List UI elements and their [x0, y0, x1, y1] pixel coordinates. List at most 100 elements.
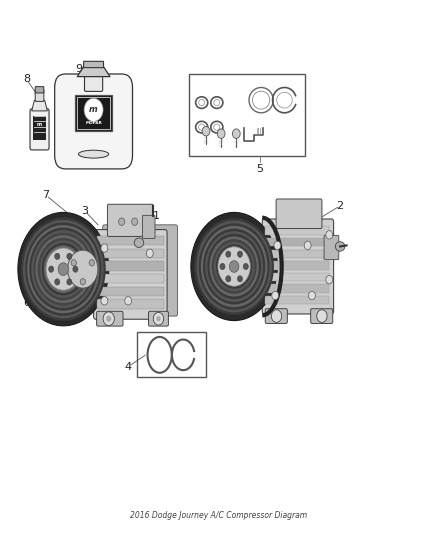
Circle shape [101, 296, 108, 305]
Ellipse shape [40, 240, 87, 298]
Ellipse shape [197, 221, 272, 312]
FancyBboxPatch shape [102, 225, 177, 316]
Text: m: m [37, 122, 42, 127]
Text: 2: 2 [336, 201, 344, 211]
Text: MOPAR: MOPAR [85, 120, 102, 125]
Circle shape [272, 292, 279, 300]
Circle shape [237, 276, 243, 282]
Circle shape [132, 218, 138, 225]
Circle shape [226, 251, 231, 257]
Circle shape [217, 129, 225, 139]
Ellipse shape [27, 225, 99, 313]
FancyBboxPatch shape [107, 204, 153, 237]
FancyBboxPatch shape [35, 87, 44, 93]
Bar [265, 249, 329, 258]
Circle shape [317, 310, 327, 322]
Ellipse shape [42, 243, 85, 295]
Ellipse shape [205, 231, 263, 302]
Ellipse shape [38, 238, 89, 301]
Ellipse shape [67, 250, 98, 288]
Circle shape [101, 244, 108, 252]
FancyBboxPatch shape [85, 75, 102, 91]
Bar [97, 236, 164, 245]
Bar [265, 261, 329, 270]
Bar [265, 238, 329, 246]
FancyBboxPatch shape [311, 309, 333, 324]
Polygon shape [32, 100, 47, 111]
Circle shape [55, 253, 60, 260]
Circle shape [144, 218, 150, 225]
Circle shape [243, 263, 248, 270]
Circle shape [67, 279, 72, 285]
Bar [97, 248, 164, 258]
FancyBboxPatch shape [30, 109, 49, 150]
Bar [33, 116, 46, 140]
Ellipse shape [44, 245, 83, 293]
FancyBboxPatch shape [84, 61, 103, 68]
Ellipse shape [209, 237, 259, 296]
Circle shape [119, 218, 125, 225]
FancyBboxPatch shape [35, 90, 44, 101]
Bar [97, 287, 164, 296]
Circle shape [58, 263, 68, 276]
FancyBboxPatch shape [142, 215, 155, 239]
Circle shape [230, 261, 239, 272]
Polygon shape [77, 66, 110, 77]
Ellipse shape [212, 239, 257, 294]
Ellipse shape [191, 213, 277, 320]
Bar [265, 296, 329, 304]
Ellipse shape [203, 229, 265, 304]
Circle shape [274, 241, 281, 249]
Ellipse shape [199, 223, 270, 310]
Ellipse shape [29, 228, 97, 311]
Text: 8: 8 [23, 74, 30, 84]
Ellipse shape [18, 213, 109, 326]
Text: 4: 4 [125, 362, 132, 372]
Text: m: m [89, 106, 98, 115]
Ellipse shape [207, 234, 261, 299]
Ellipse shape [134, 238, 144, 247]
FancyBboxPatch shape [324, 236, 339, 260]
Ellipse shape [194, 218, 274, 315]
Bar [97, 261, 164, 271]
Circle shape [156, 316, 161, 321]
Text: 1: 1 [153, 212, 160, 221]
Ellipse shape [25, 223, 102, 316]
Circle shape [55, 279, 60, 285]
Ellipse shape [32, 230, 95, 308]
Ellipse shape [336, 241, 345, 251]
Circle shape [125, 296, 132, 305]
Text: 2016 Dodge Journey A/C Compressor Diagram: 2016 Dodge Journey A/C Compressor Diagra… [131, 511, 307, 520]
Ellipse shape [46, 248, 81, 290]
Bar [97, 299, 164, 309]
Ellipse shape [78, 150, 109, 158]
FancyBboxPatch shape [276, 199, 322, 229]
Circle shape [304, 241, 311, 249]
FancyBboxPatch shape [148, 311, 168, 326]
FancyBboxPatch shape [97, 311, 123, 326]
Ellipse shape [33, 233, 93, 305]
Ellipse shape [23, 220, 104, 318]
FancyBboxPatch shape [265, 309, 287, 324]
Text: 3: 3 [81, 206, 88, 216]
Circle shape [146, 249, 153, 257]
Circle shape [73, 266, 78, 272]
Ellipse shape [71, 260, 76, 266]
Circle shape [308, 292, 315, 300]
Text: 7: 7 [42, 190, 49, 200]
Circle shape [84, 98, 103, 122]
Ellipse shape [218, 247, 251, 286]
Circle shape [49, 266, 54, 272]
Bar [137, 333, 206, 377]
Ellipse shape [21, 217, 106, 321]
Circle shape [106, 316, 111, 322]
Ellipse shape [214, 241, 254, 292]
FancyBboxPatch shape [94, 230, 167, 319]
Circle shape [103, 312, 114, 326]
Ellipse shape [89, 260, 94, 266]
Circle shape [271, 310, 282, 322]
Bar [265, 285, 329, 293]
Circle shape [237, 251, 243, 257]
Text: 5: 5 [257, 164, 264, 174]
Circle shape [67, 253, 72, 260]
